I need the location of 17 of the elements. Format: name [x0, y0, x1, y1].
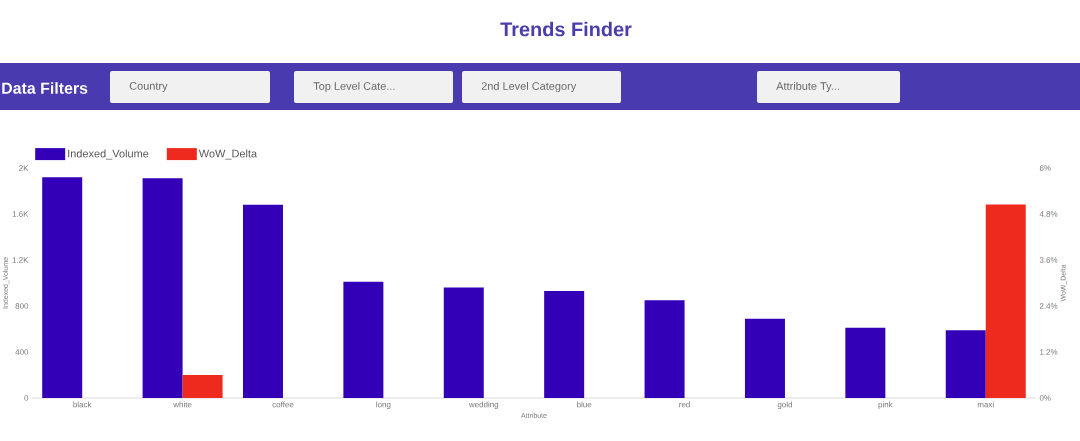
text: Country [129, 82, 168, 92]
bar [644, 300, 685, 398]
text: 2nd Level Category [481, 81, 577, 93]
bar [242, 204, 283, 398]
text: Top Level Cate... [313, 81, 395, 93]
bar [443, 287, 484, 398]
bar [42, 177, 83, 398]
bar [744, 318, 785, 398]
legend-label: WoW_Delta [198, 149, 258, 160]
bar [845, 327, 886, 398]
chart-title: Trends Finder [500, 21, 632, 37]
bar [142, 178, 183, 398]
bar [544, 291, 585, 398]
text: Attribute Ty... [776, 81, 839, 93]
bar [343, 281, 384, 398]
text: Data Filters [2, 82, 88, 94]
legend-label: Indexed_Volume [68, 149, 149, 160]
